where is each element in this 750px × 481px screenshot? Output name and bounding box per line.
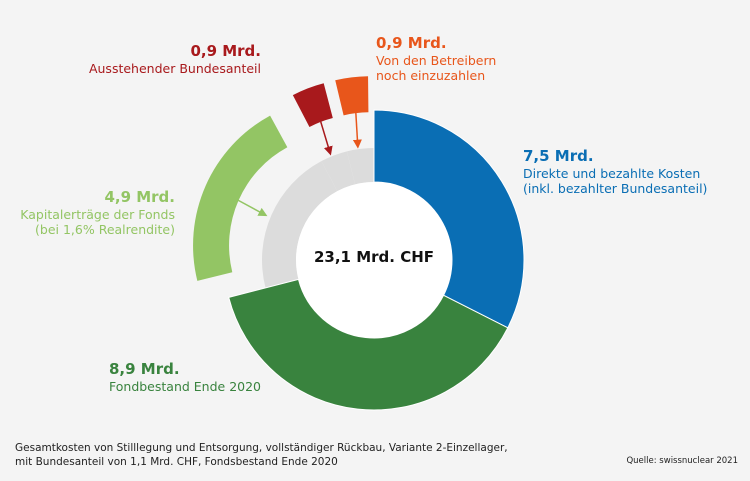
label-capital-income: 4,9 Mrd. Kapitalerträge der Fonds (bei 1… xyxy=(0,188,175,237)
label-fund-balance: 8,9 Mrd. Fondbestand Ende 2020 xyxy=(109,360,261,394)
desc-capital-income-1: Kapitalerträge der Fonds xyxy=(20,207,175,222)
footnote-line-1: Gesamtkosten von Stilllegung und Entsorg… xyxy=(15,442,508,454)
label-operators-payment: 0,9 Mrd. Von den Betreibern noch einzuza… xyxy=(376,34,496,83)
value-direct-costs: 7,5 Mrd. xyxy=(523,147,594,165)
slice-operators-payment xyxy=(335,76,369,116)
value-fund-balance: 8,9 Mrd. xyxy=(109,360,180,378)
desc-capital-income-2: (bei 1,6% Realrendite) xyxy=(35,222,175,237)
source-note: Quelle: swissnuclear 2021 xyxy=(626,456,738,466)
slice-federal-share-placeholder xyxy=(321,151,356,192)
slice-capital-income-placeholder xyxy=(262,161,338,288)
desc-direct-costs-2: (inkl. bezahlter Bundesanteil) xyxy=(523,181,708,196)
slice-capital-income xyxy=(193,115,288,281)
footnote: Gesamtkosten von Stilllegung und Entsorg… xyxy=(15,441,508,469)
donut-hole xyxy=(296,182,452,338)
value-capital-income: 4,9 Mrd. xyxy=(104,188,175,206)
desc-federal-share-1: Ausstehender Bundesanteil xyxy=(88,61,261,76)
slice-operators-payment-placeholder xyxy=(346,148,374,185)
label-federal-share: 0,9 Mrd. Ausstehender Bundesanteil xyxy=(41,42,261,76)
desc-direct-costs-1: Direkte und bezahlte Kosten xyxy=(523,166,701,181)
footnote-line-2: mit Bundesanteil von 1,1 Mrd. CHF, Fonds… xyxy=(15,456,338,468)
desc-fund-balance-1: Fondbestand Ende 2020 xyxy=(109,379,262,394)
value-federal-share: 0,9 Mrd. xyxy=(190,42,261,60)
desc-operators-payment-1: Von den Betreibern xyxy=(376,53,497,68)
slice-capital-income-arrow xyxy=(237,199,268,217)
label-direct-costs: 7,5 Mrd. Direkte und bezahlte Kosten (in… xyxy=(523,147,707,196)
center-label: 23,1 Mrd. CHF xyxy=(314,248,434,266)
slice-federal-share-arrow xyxy=(319,120,333,156)
value-operators-payment: 0,9 Mrd. xyxy=(376,34,447,52)
slice-federal-share xyxy=(292,83,333,128)
desc-operators-payment-2: noch einzuzahlen xyxy=(376,68,486,83)
slice-operators-payment-arrow xyxy=(352,111,362,149)
